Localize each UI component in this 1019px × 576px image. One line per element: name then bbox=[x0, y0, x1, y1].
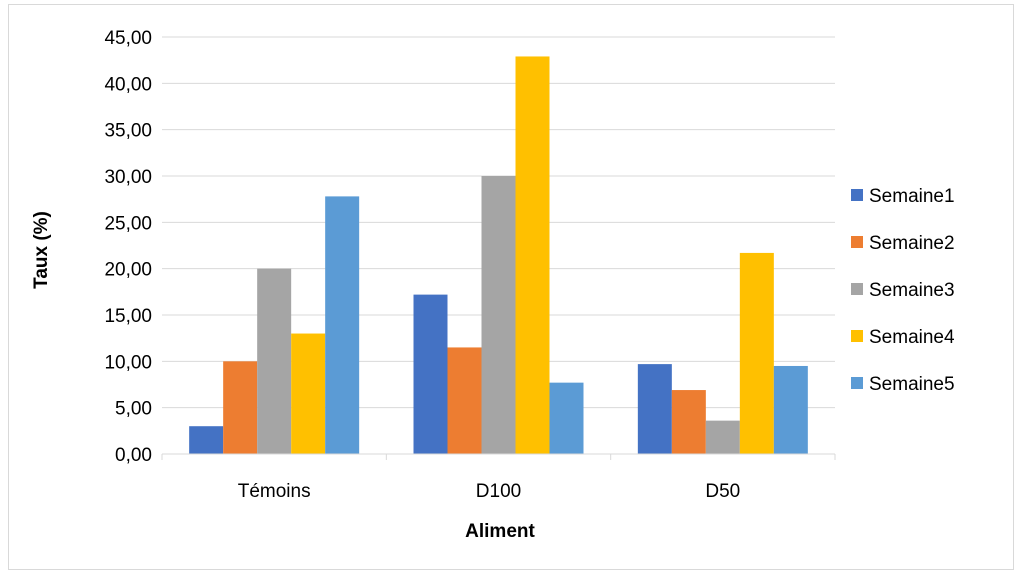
bar-semaine2-0 bbox=[223, 361, 258, 454]
bar-semaine1-0 bbox=[189, 426, 224, 454]
y-tick-label: 45,00 bbox=[104, 28, 152, 49]
bar-semaine3-2 bbox=[705, 420, 740, 454]
legend-label: Semaine2 bbox=[869, 233, 955, 254]
legend-swatch bbox=[851, 330, 863, 342]
bar-semaine4-0 bbox=[291, 333, 326, 454]
y-tick-label: 20,00 bbox=[104, 260, 152, 281]
bar-semaine2-2 bbox=[671, 390, 706, 454]
y-tick-label: 0,00 bbox=[115, 445, 152, 466]
y-tick-label: 40,00 bbox=[104, 74, 152, 95]
y-axis-label: Taux (%) bbox=[31, 211, 52, 289]
bars bbox=[189, 56, 808, 455]
legend-swatch bbox=[851, 283, 863, 295]
y-tick-labels: 0,00 5,00 10,00 15,00 20,00 25,00 30,00 35,00 40… bbox=[104, 28, 152, 466]
x-axis-label: Aliment bbox=[465, 521, 535, 542]
bar-semaine5-2 bbox=[773, 365, 808, 454]
y-tick-label: 15,00 bbox=[104, 306, 152, 327]
y-tick-label: 30,00 bbox=[104, 167, 152, 188]
legend-label: Semaine4 bbox=[869, 327, 955, 348]
bar-semaine3-1 bbox=[481, 176, 516, 454]
y-tick-label: 25,00 bbox=[104, 213, 152, 234]
y-tick-label: 5,00 bbox=[115, 399, 152, 420]
bar-semaine5-1 bbox=[549, 382, 584, 454]
legend-swatch bbox=[851, 377, 863, 389]
y-tick-label: 35,00 bbox=[104, 121, 152, 142]
bar-semaine3-0 bbox=[257, 268, 292, 454]
bar-semaine5-0 bbox=[325, 196, 360, 455]
x-tick-label: D100 bbox=[476, 481, 521, 502]
bar-semaine4-1 bbox=[515, 56, 550, 455]
bar-semaine2-1 bbox=[447, 347, 482, 454]
chart-frame: 0,00 5,00 10,00 15,00 20,00 25,00 30,00 35,00 40… bbox=[8, 4, 1014, 570]
x-tick-label: Témoins bbox=[238, 481, 311, 502]
legend-label: Semaine3 bbox=[869, 280, 955, 301]
legend-label: Semaine1 bbox=[869, 186, 955, 207]
legend-swatch bbox=[851, 236, 863, 248]
x-tick-label: D50 bbox=[705, 481, 740, 502]
x-tick-labels: Témoins D100 D50 bbox=[238, 481, 741, 502]
bar-chart: 0,00 5,00 10,00 15,00 20,00 25,00 30,00 35,00 40… bbox=[31, 28, 955, 542]
bar-semaine4-2 bbox=[739, 252, 774, 454]
legend-swatch bbox=[851, 189, 863, 201]
legend: Semaine1 Semaine2 Semaine3 Semaine4 Semaine5 bbox=[851, 186, 955, 395]
legend-label: Semaine5 bbox=[869, 374, 955, 395]
y-tick-label: 10,00 bbox=[104, 352, 152, 373]
axes bbox=[161, 453, 836, 460]
bar-semaine1-2 bbox=[637, 364, 672, 454]
bar-semaine1-1 bbox=[413, 294, 448, 454]
